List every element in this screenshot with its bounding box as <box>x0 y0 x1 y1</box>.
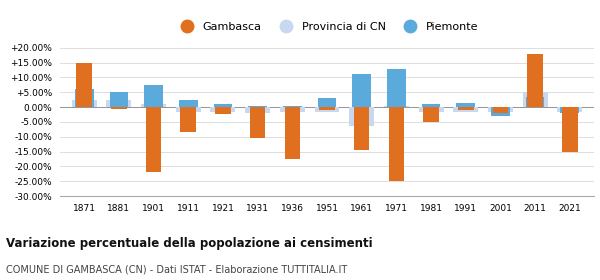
Bar <box>245 107 270 113</box>
Bar <box>458 107 473 110</box>
Bar <box>527 54 543 107</box>
Bar <box>75 89 94 107</box>
Bar <box>181 107 196 132</box>
Bar <box>284 107 300 159</box>
Bar <box>488 107 513 111</box>
Bar <box>110 92 128 107</box>
Bar <box>314 107 340 111</box>
Bar <box>560 107 579 113</box>
Bar <box>211 107 235 111</box>
Bar <box>146 107 161 172</box>
Bar <box>419 107 443 111</box>
Bar <box>384 106 409 107</box>
Bar <box>354 107 370 150</box>
Bar <box>523 92 548 107</box>
Legend: Gambasca, Provincia di CN, Piemonte: Gambasca, Provincia di CN, Piemonte <box>172 17 482 36</box>
Bar <box>352 74 371 107</box>
Bar <box>176 107 201 111</box>
Bar <box>319 107 335 110</box>
Bar <box>562 107 578 151</box>
Bar <box>526 97 544 107</box>
Text: COMUNE DI GAMBASCA (CN) - Dati ISTAT - Elaborazione TUTTITALIA.IT: COMUNE DI GAMBASCA (CN) - Dati ISTAT - E… <box>6 265 347 275</box>
Bar <box>215 107 231 115</box>
Bar <box>491 107 510 116</box>
Bar <box>76 63 92 107</box>
Bar <box>250 107 265 138</box>
Bar <box>283 106 302 107</box>
Bar <box>179 100 197 107</box>
Bar <box>349 107 374 126</box>
Bar <box>389 107 404 181</box>
Bar <box>144 85 163 107</box>
Bar <box>214 104 232 107</box>
Bar <box>423 107 439 122</box>
Bar <box>317 98 337 107</box>
Bar <box>141 104 166 107</box>
Bar <box>72 100 97 107</box>
Bar <box>422 104 440 107</box>
Bar <box>111 107 127 109</box>
Bar <box>453 107 478 111</box>
Text: Variazione percentuale della popolazione ai censimenti: Variazione percentuale della popolazione… <box>6 237 373 249</box>
Bar <box>106 100 131 107</box>
Bar <box>493 107 508 113</box>
Bar <box>387 69 406 107</box>
Bar <box>457 102 475 107</box>
Bar <box>280 107 305 111</box>
Bar <box>248 106 267 107</box>
Bar <box>557 107 582 111</box>
